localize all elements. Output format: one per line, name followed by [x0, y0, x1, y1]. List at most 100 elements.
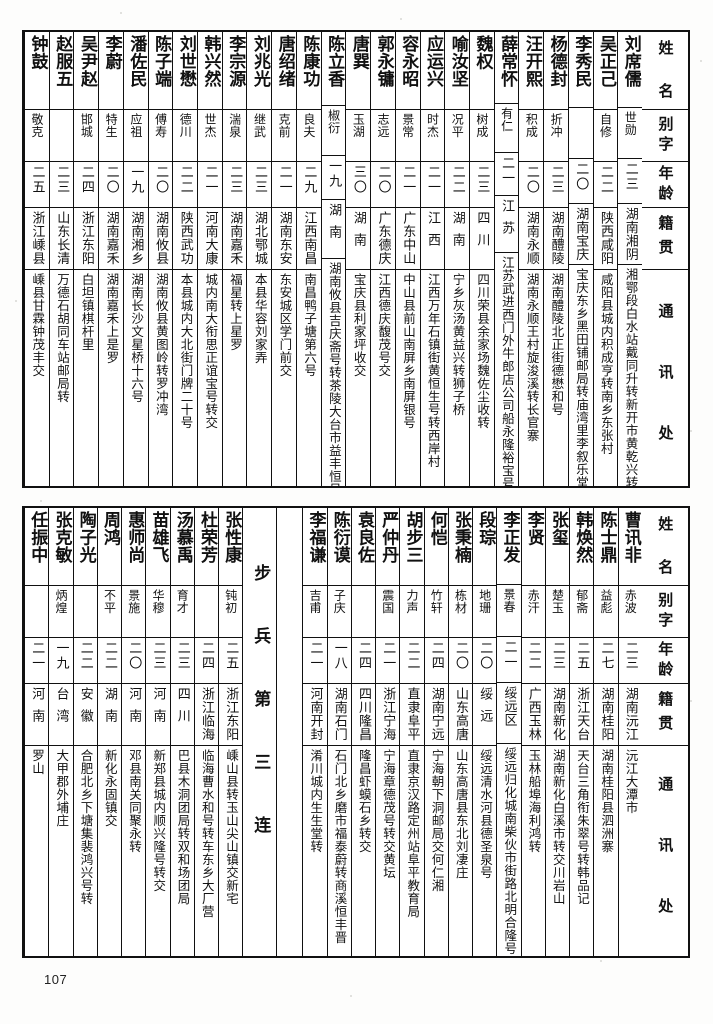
entry-birthplace-text: 湖南	[350, 211, 366, 255]
entry-birthplace-text: 台湾	[53, 687, 69, 731]
entry-address: 邓县南关同聚永转	[122, 746, 145, 956]
entry-address: 嵊县甘霖钟茂丰交	[25, 270, 49, 486]
entry-age-text: 二一	[380, 641, 396, 671]
entry-birthplace: 安徽	[73, 684, 97, 746]
entry-name: 钟鼓	[25, 32, 49, 110]
entry-age-text: 一九	[128, 165, 144, 195]
header-label-age: 年龄	[656, 641, 675, 681]
entry-alias: 自修	[593, 110, 618, 162]
entry-address: 临海曹水和号转车东乡大厂营	[195, 746, 218, 956]
entry-alias: 育才	[170, 586, 194, 638]
entry-name: 陈士鼎	[594, 508, 618, 586]
entry-alias-text: 竹轩	[429, 589, 444, 614]
entry-alias: 应祖	[123, 110, 148, 162]
entry-name: 胡步三	[400, 508, 424, 586]
entry-age-text: 二二	[102, 641, 117, 671]
entry-alias	[568, 108, 593, 160]
entry-address-text: 江西万年石镇街黄恒生号转西岸村	[425, 273, 441, 468]
entry-alias-text: 积成	[524, 113, 539, 138]
entry-address-text: 湖南醴陵北正街德懋和号	[549, 273, 565, 416]
scan-speckle	[350, 995, 352, 997]
entry-name-text: 薛常怀	[497, 35, 518, 88]
entry-alias-text: 震国	[380, 589, 395, 614]
entry-alias: 特生	[99, 110, 123, 162]
entry-alias: 华穆	[146, 586, 170, 638]
entry-name-text: 惠师尚	[124, 511, 145, 564]
entry-name-text: 任振中	[27, 511, 48, 564]
entry-name: 应运兴	[420, 32, 445, 110]
entry-birthplace: 绥远区	[497, 683, 521, 745]
roster-entry: 杜荣芳 二四 浙江临海 临海曹水和号转车东乡大厂营	[193, 508, 218, 956]
entry-alias-text: 有仁	[499, 107, 514, 133]
header-cell-name: 姓 名	[641, 508, 688, 586]
roster-entry: 陈子端 傅寿 二〇 湖南攸县 湖南攸县黄图岭转罗冲湾	[147, 32, 173, 486]
entry-name-text: 曹讯非	[620, 511, 641, 564]
entry-alias: 湍泉	[222, 110, 247, 162]
entry-alias: 楚玉	[545, 586, 569, 638]
roster-entry: 唐绍绪 克前 二一 湖南东安 东安城区学门前交	[271, 32, 296, 486]
header-cell-birthplace: 籍贯	[641, 684, 688, 746]
entry-birthplace: 四川	[469, 208, 494, 270]
entry-age: 二一	[494, 153, 519, 196]
entry-alias: 益彪	[594, 586, 618, 638]
entry-birthplace-text: 直隶阜平	[404, 687, 420, 741]
entry-alias: 德川	[173, 110, 198, 162]
entry-birthplace: 湖南永顺	[519, 208, 544, 270]
entry-birthplace: 广东中山	[395, 208, 420, 270]
entry-birthplace: 湖南醴陵	[544, 208, 568, 270]
entry-name-text: 段琮	[475, 511, 496, 546]
entry-address-text: 湖南永顺王村旋浚溪转长官寨	[524, 273, 540, 442]
entry-alias-text: 湍泉	[227, 113, 242, 138]
entry-name-text: 容永昭	[398, 35, 419, 88]
entry-address: 合肥北乡下塘集裴鸿兴号转	[74, 746, 97, 956]
entry-name: 李贤	[521, 508, 545, 586]
entry-age-text: 一九	[53, 641, 69, 671]
roster-entry: 李宗源 湍泉 二三 湖南嘉禾 福星转上星罗	[221, 32, 247, 486]
entry-age: 二〇	[99, 162, 123, 208]
entry-alias-text: 克前	[277, 113, 292, 138]
entry-address: 湖南嘉禾上是罗	[99, 270, 123, 486]
entry-alias-text: 树成	[474, 113, 489, 138]
entry-address-text: 天台三角衔朱翠号转韩品记	[575, 749, 590, 905]
roster-entry: 容永昭 景常 二一 广东中山 中山县前山南屏乡南屏银号	[394, 32, 420, 486]
entry-birthplace: 湖南宁远	[424, 684, 448, 746]
entry-birthplace: 江西	[420, 208, 445, 270]
scan-speckle	[600, 960, 602, 962]
entry-name-text: 郭永镛	[373, 35, 394, 88]
entry-alias-text: 良夫	[301, 113, 316, 138]
header-cell-alias: 别字	[641, 586, 688, 638]
entry-birthplace-text: 湖南	[102, 687, 117, 731]
entry-alias: 敬克	[25, 110, 49, 162]
entry-address: 新郑县城内顺兴隆号转交	[146, 746, 169, 956]
entry-birthplace: 湖南	[97, 684, 121, 746]
entry-birthplace: 浙江宁海	[376, 684, 400, 746]
entry-birthplace: 湖南	[346, 208, 371, 270]
entry-age: 二九	[296, 162, 321, 208]
header-cell-address: 通 讯 处	[642, 270, 688, 486]
header-label-age: 年龄	[656, 165, 675, 205]
entry-address: 江西德庆馥茂号交	[371, 270, 395, 486]
entry-birthplace-text: 浙江东阳	[78, 211, 94, 265]
roster-entry: 严仲丹 震国 二一 浙江宁海 宁海章德茂号转交黄坛	[375, 508, 400, 956]
entry-address-text: 湖南嘉禾上是罗	[104, 273, 120, 364]
entry-birthplace-text: 河南	[150, 687, 166, 731]
header-label-address: 通 讯 处	[656, 303, 675, 454]
entry-name-text: 杜荣芳	[197, 511, 218, 564]
entry-name-text: 陈衍谟	[329, 511, 350, 564]
roster-entry: 曹讯非 赤波 二三 湖南沅江 沅江大潭市	[617, 508, 642, 956]
entry-birthplace-text: 绥远区	[501, 685, 517, 727]
entry-address-text: 大甲郡外埔庄	[54, 749, 70, 827]
entry-alias-text: 不平	[102, 589, 117, 614]
entry-birthplace: 湖南东安	[272, 208, 296, 270]
entry-birthplace: 湖南攸县	[148, 208, 173, 270]
entry-name: 段琮	[473, 508, 497, 586]
entry-age-text: 二二	[598, 165, 614, 195]
entry-name: 唐巽	[346, 32, 371, 110]
entry-name: 赵服五	[49, 32, 74, 110]
entry-alias-text: 椒衍	[326, 109, 341, 135]
entry-address-text: 东安城区学门前交	[277, 273, 293, 377]
entry-name-text: 苗雄飞	[148, 511, 169, 564]
entry-age: 一八	[327, 638, 351, 684]
entry-address: 嵊山县转玉山尖山镇交新宅	[219, 746, 242, 956]
entry-age-text: 二三	[550, 641, 565, 671]
